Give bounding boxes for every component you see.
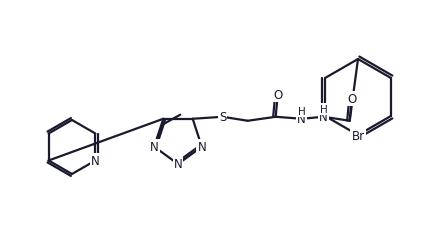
Text: H: H [298, 106, 306, 116]
Text: N: N [198, 141, 206, 154]
Text: S: S [219, 111, 226, 124]
Text: Br: Br [351, 129, 364, 142]
Text: N: N [174, 158, 182, 171]
Text: O: O [347, 93, 356, 106]
Text: N: N [297, 113, 306, 126]
Text: O: O [273, 89, 283, 102]
Text: N: N [319, 111, 328, 124]
Text: H: H [320, 104, 327, 114]
Text: N: N [150, 141, 159, 154]
Text: N: N [91, 154, 100, 167]
